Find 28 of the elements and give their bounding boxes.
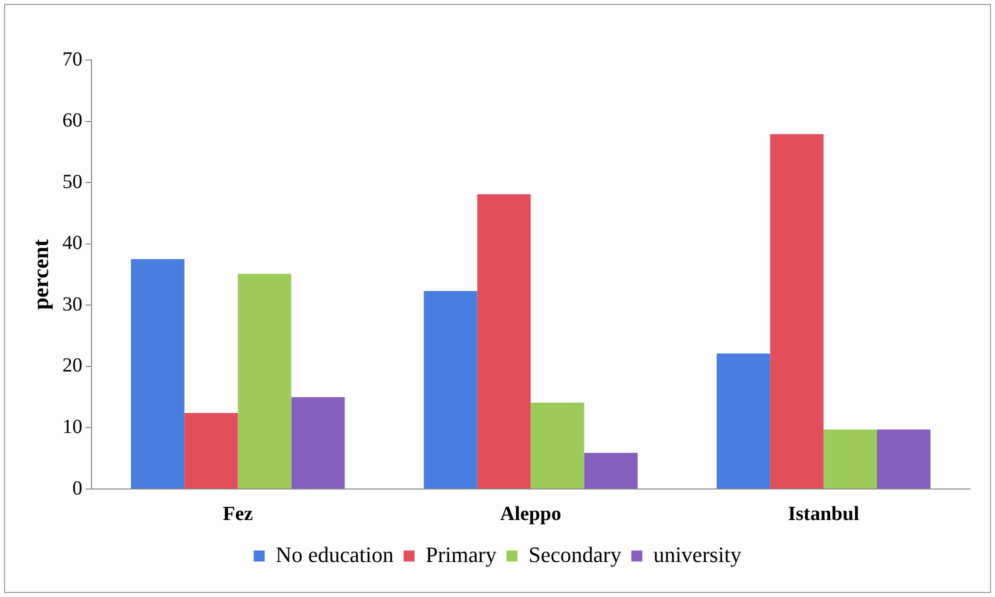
y-tick-label: 0 — [72, 477, 82, 500]
bar — [824, 430, 878, 488]
y-tick-label: 70 — [62, 48, 82, 70]
bar — [291, 397, 345, 488]
y-tick-label: 50 — [62, 170, 82, 193]
y-tick-label: 20 — [62, 354, 82, 377]
y-tick-label: 60 — [62, 110, 82, 132]
bar — [877, 430, 930, 488]
bar — [477, 194, 531, 488]
x-tick-label: Istanbul — [788, 503, 860, 526]
x-tick-label: Aleppo — [500, 503, 562, 526]
y-tick-label: 40 — [62, 232, 82, 254]
legend-label: university — [653, 542, 742, 567]
bar — [584, 452, 638, 488]
y-tick-label: 10 — [62, 416, 82, 438]
y-axis-title: percent — [28, 238, 53, 310]
bar — [184, 413, 238, 488]
x-tick-label: Fez — [222, 503, 253, 526]
bar — [716, 354, 770, 488]
bar — [530, 402, 584, 488]
legend-label: No education — [276, 542, 394, 567]
bar — [238, 274, 292, 488]
legend-label: Primary — [426, 542, 496, 567]
legend-label: Secondary — [528, 542, 622, 567]
bar — [770, 134, 824, 488]
bar — [424, 291, 478, 488]
bar — [130, 259, 184, 488]
y-tick-label: 30 — [62, 293, 82, 316]
